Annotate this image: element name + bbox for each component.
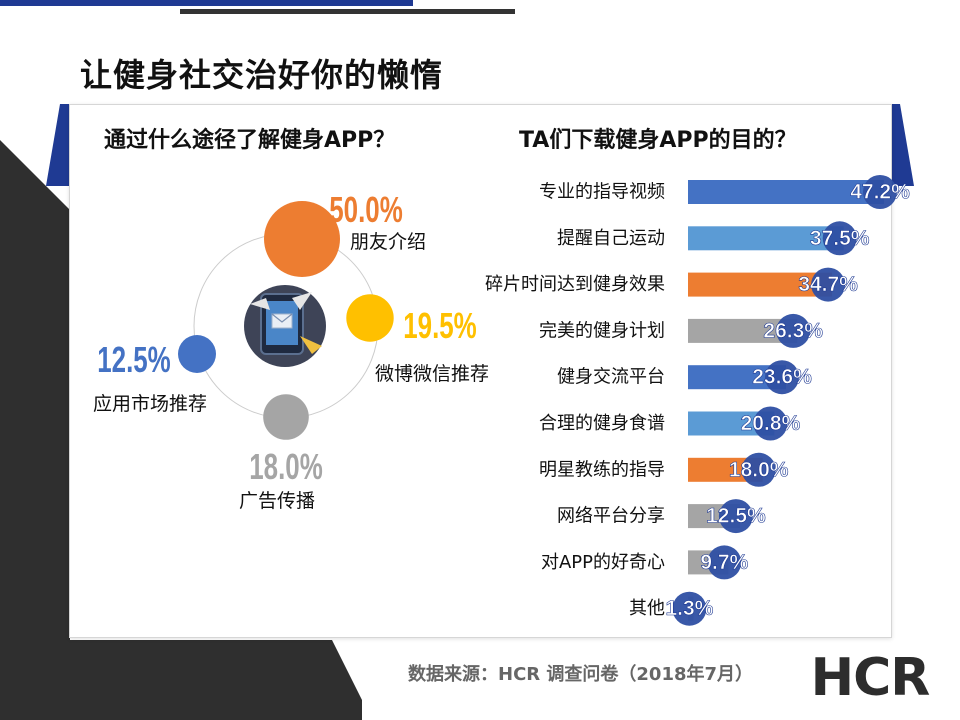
bar-value-label: 18.0% xyxy=(729,458,789,481)
bar-category-label: 专业的指导视频 xyxy=(539,182,665,203)
channel-category-label: 应用市场推荐 xyxy=(93,393,207,415)
bar xyxy=(688,272,833,297)
channel-bubble xyxy=(264,201,340,277)
channel-value-label: 18.0% xyxy=(249,447,323,487)
channel-value-label: 12.5% xyxy=(97,340,171,380)
bar-value-badge xyxy=(811,267,846,302)
channel-value-label: 19.5% xyxy=(403,306,477,346)
bar-value-badge xyxy=(707,545,742,580)
bar-category-label: 合理的健身食谱 xyxy=(539,413,665,434)
bar-category-label: 明星教练的指导 xyxy=(539,459,665,480)
bar-value-label: 37.5% xyxy=(810,227,870,250)
bar-value-badge xyxy=(741,452,776,487)
channel-category-label: 微博微信推荐 xyxy=(375,363,489,385)
bar-value-label: 1.3% xyxy=(665,597,713,620)
top-dark-line xyxy=(180,9,515,14)
bar xyxy=(688,226,844,251)
channel-value-label: 50.0% xyxy=(329,190,403,230)
bar-value-badge xyxy=(765,360,799,395)
bar-category-label: 健身交流平台 xyxy=(557,367,665,388)
bar-value-badge xyxy=(822,221,857,256)
top-navy-bar xyxy=(0,0,413,6)
bar-category-label: 碎片时间达到健身效果 xyxy=(485,274,665,295)
bar-value-badge xyxy=(672,591,707,626)
bar-category-label: 网络平台分享 xyxy=(557,506,665,527)
channel-bubble xyxy=(346,294,394,342)
channel-bubble xyxy=(263,394,309,440)
bar-value-label: 34.7% xyxy=(798,273,858,296)
bar-value-label: 20.8% xyxy=(741,412,801,435)
bar-value-label: 23.6% xyxy=(752,366,812,389)
left-section-title: 通过什么途径了解健身APP？ xyxy=(104,128,396,153)
dark-diagonal-shape xyxy=(0,140,362,720)
data-source-note: 数据来源：HCR 调查问卷（2018年7月） xyxy=(408,664,754,685)
channel-category-label: 朋友介绍 xyxy=(350,231,426,253)
channel-category-label: 广告传播 xyxy=(239,490,315,512)
bar-category-label: 对APP的好奇心 xyxy=(541,552,665,573)
bar-value-badge xyxy=(753,406,788,441)
bar-value-badge xyxy=(776,313,811,348)
bar xyxy=(688,180,884,204)
bar-value-label: 47.2% xyxy=(850,181,910,204)
bar-value-badge xyxy=(863,175,897,209)
right-section-title: TA们下载健身APP的目的？ xyxy=(519,128,797,153)
bar-value-label: 26.3% xyxy=(763,319,823,342)
slide-title: 让健身社交治好你的懒惰 xyxy=(80,56,444,94)
bar-category-label: 完美的健身计划 xyxy=(539,320,665,341)
bar-value-badge xyxy=(718,499,753,534)
bar-category-label: 其他 xyxy=(629,598,665,619)
tablet-email-icon xyxy=(244,285,326,367)
bar-category-label: 提醒自己运动 xyxy=(557,228,665,249)
hcr-logo: HCR xyxy=(810,648,931,708)
bar-value-label: 12.5% xyxy=(706,505,766,528)
channel-bubble xyxy=(178,335,216,373)
bar-value-label: 9.7% xyxy=(700,551,748,574)
